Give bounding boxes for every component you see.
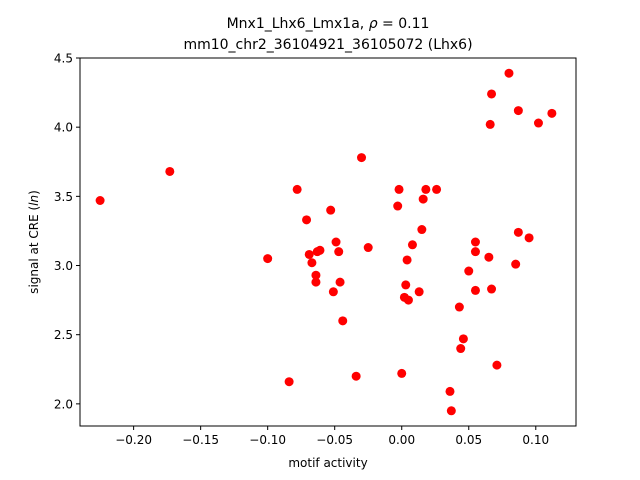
data-point-35 — [446, 406, 456, 416]
data-point-37 — [456, 344, 466, 354]
y-tick-label: 2.0 — [54, 397, 73, 411]
x-tick-label: 0.05 — [455, 433, 482, 447]
y-axis-ticks: 2.0 2.5 3.0 3.5 4.0 4.5 — [54, 52, 80, 411]
data-point-32 — [421, 184, 431, 194]
data-point-38 — [458, 334, 468, 344]
data-point-12 — [326, 205, 336, 215]
y-tick-label: 2.5 — [54, 328, 73, 342]
data-point-25 — [401, 280, 411, 290]
data-point-2 — [263, 254, 273, 264]
x-tick-label: −0.10 — [249, 433, 286, 447]
y-axis-label: signal at CRE (ln) — [27, 190, 41, 294]
x-tick-label: 0.10 — [522, 433, 549, 447]
data-point-27 — [403, 295, 413, 305]
data-point-40 — [470, 285, 480, 295]
data-point-18 — [351, 371, 361, 381]
data-point-0 — [95, 195, 105, 205]
data-point-1 — [165, 166, 175, 176]
data-point-46 — [487, 284, 497, 294]
data-point-8 — [311, 270, 321, 280]
data-point-4 — [292, 184, 302, 194]
data-point-14 — [331, 237, 341, 247]
data-point-51 — [513, 106, 523, 116]
data-point-53 — [533, 118, 543, 128]
plot-frame — [79, 57, 577, 427]
data-point-20 — [363, 243, 373, 253]
data-point-34 — [445, 386, 455, 396]
data-point-52 — [524, 233, 534, 243]
x-tick-label: −0.20 — [115, 433, 152, 447]
data-point-45 — [487, 89, 497, 99]
data-point-41 — [470, 247, 480, 257]
data-point-30 — [417, 225, 427, 235]
data-point-22 — [394, 184, 404, 194]
data-point-6 — [304, 249, 314, 259]
rho-symbol: ρ — [369, 16, 378, 32]
x-axis-label: motif activity — [288, 456, 367, 470]
y-tick-label: 3.0 — [54, 259, 73, 273]
y-tick-label: 4.0 — [54, 121, 73, 135]
data-point-50 — [513, 227, 523, 237]
data-point-43 — [484, 252, 494, 262]
data-point-31 — [418, 194, 428, 204]
data-point-9 — [311, 277, 321, 287]
data-point-17 — [338, 316, 348, 326]
data-point-49 — [511, 259, 521, 269]
data-point-15 — [334, 247, 344, 257]
data-point-5 — [302, 215, 312, 225]
data-point-16 — [335, 277, 345, 287]
data-point-11 — [315, 245, 325, 255]
x-tick-label: 0.00 — [388, 433, 415, 447]
data-point-26 — [402, 255, 412, 265]
data-point-39 — [464, 266, 474, 276]
data-point-48 — [504, 68, 514, 78]
chart-title-line1: Mnx1_Lhx6_Lmx1a, ρ = 0.11 — [227, 16, 430, 32]
data-point-36 — [454, 302, 464, 312]
data-point-3 — [284, 377, 294, 387]
y-tick-label: 3.5 — [54, 190, 73, 204]
data-point-42 — [470, 237, 480, 247]
x-axis-ticks: −0.20 −0.15 −0.10 −0.05 0.00 0.05 0.10 — [115, 426, 549, 447]
data-point-13 — [328, 287, 338, 297]
x-tick-label: −0.05 — [316, 433, 353, 447]
data-point-19 — [357, 153, 367, 163]
data-points — [95, 68, 557, 416]
data-point-29 — [414, 287, 424, 297]
data-point-21 — [393, 201, 403, 211]
y-tick-label: 4.5 — [54, 52, 73, 66]
x-tick-label: −0.15 — [182, 433, 219, 447]
data-point-47 — [492, 360, 502, 370]
data-point-33 — [432, 184, 442, 194]
data-point-23 — [397, 368, 407, 378]
chart-title-line2: mm10_chr2_36104921_36105072 (Lhx6) — [183, 37, 472, 53]
data-point-44 — [485, 119, 495, 129]
data-point-7 — [307, 258, 317, 268]
data-point-28 — [407, 240, 417, 250]
data-point-54 — [547, 108, 557, 118]
